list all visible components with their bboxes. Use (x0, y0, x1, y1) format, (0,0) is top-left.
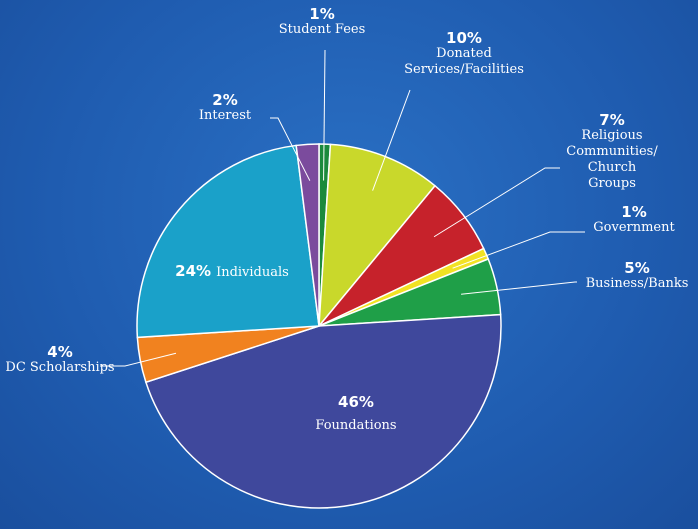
leader-line (452, 231, 585, 269)
percent-label: 7% (599, 111, 625, 129)
slice-label: 2% Interest (199, 92, 251, 124)
percent-label: 1% (309, 5, 335, 23)
leader-line (323, 49, 326, 181)
slice-label: 10% Donated Services/Facilities (404, 30, 524, 78)
slice-label: 46% Foundations (315, 394, 396, 434)
percent-label: 2% (212, 91, 238, 109)
category-label: Student Fees (278, 22, 366, 37)
category-label: DC Scholarships (5, 360, 115, 375)
category-label: Business/Banks (585, 276, 689, 291)
category-label: Individuals (216, 265, 289, 280)
category-label: Donated Services/Facilities (404, 46, 524, 77)
percent-label: 46% (338, 393, 374, 411)
percent-label: 24% (175, 262, 212, 280)
slice-label: 7% Religious Communities/ Church Groups (566, 112, 657, 192)
slice-label: 1% Student Fees (279, 6, 366, 38)
category-label: Religious Communities/ Church Groups (566, 128, 658, 191)
slice-label: 1% Government (593, 204, 674, 236)
pie-slice (136, 144, 320, 339)
category-label: Foundations (315, 418, 397, 433)
percent-label: 5% (624, 259, 650, 277)
slice-label: 24% Individuals (175, 263, 289, 281)
leader-line (372, 89, 411, 191)
slice-label: 4% DC Scholarships (5, 344, 114, 376)
leader-line (461, 281, 577, 295)
pie-slice (144, 313, 502, 509)
leader-line (433, 167, 560, 238)
leader-line (270, 117, 311, 181)
percent-label: 4% (47, 343, 73, 361)
leader-line (100, 352, 177, 367)
percent-label: 1% (621, 203, 647, 221)
category-label: Government (593, 220, 675, 235)
slice-label: 5% Business/Banks (586, 260, 689, 292)
pie-slice (318, 143, 437, 329)
pie-slice (295, 143, 320, 327)
percent-label: 10% (446, 29, 482, 47)
category-label: Interest (198, 108, 252, 123)
